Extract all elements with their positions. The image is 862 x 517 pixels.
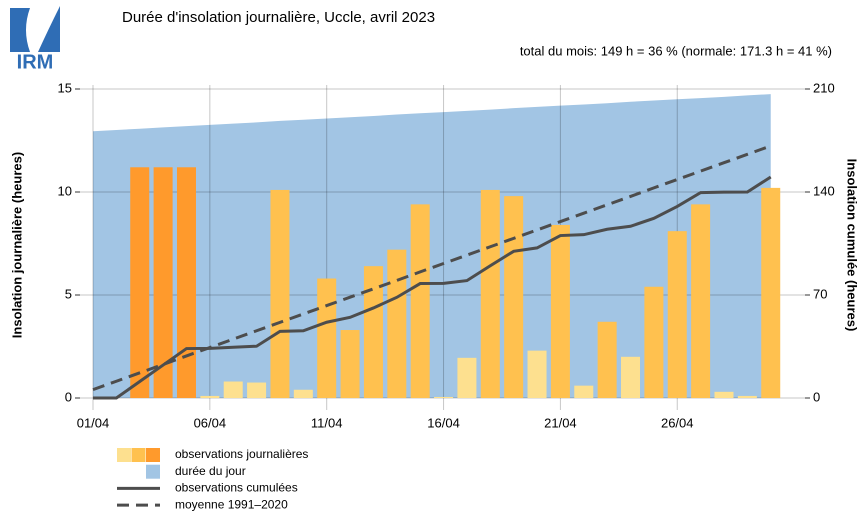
y-tick-label: 5 bbox=[65, 286, 72, 301]
x-tick-label: 16/04 bbox=[427, 415, 460, 430]
y-tick-label: 0 bbox=[65, 389, 72, 404]
x-tick-label: 21/04 bbox=[544, 415, 577, 430]
bar bbox=[223, 381, 243, 398]
bar bbox=[340, 330, 360, 398]
bar bbox=[387, 249, 407, 398]
y2-tick-label: 0 bbox=[813, 389, 820, 404]
bar bbox=[176, 167, 196, 398]
bar bbox=[761, 187, 781, 398]
bar bbox=[434, 396, 454, 398]
bar bbox=[691, 204, 711, 398]
chart-title: Durée d'insolation journalière, Uccle, a… bbox=[122, 9, 435, 26]
bar bbox=[270, 189, 290, 398]
y-tick-label: 10 bbox=[58, 183, 72, 198]
x-tick-label: 01/04 bbox=[77, 415, 110, 430]
legend-label: durée du jour bbox=[175, 464, 246, 478]
bar bbox=[714, 391, 734, 398]
bar bbox=[644, 286, 664, 398]
logo: IRM bbox=[10, 6, 60, 73]
legend-label: moyenne 1991–2020 bbox=[175, 497, 288, 511]
legend-swatch bbox=[146, 448, 160, 462]
bar bbox=[200, 395, 220, 398]
bar bbox=[457, 357, 477, 398]
bar bbox=[317, 278, 337, 398]
bar bbox=[363, 266, 383, 398]
legend-label: observations journalières bbox=[175, 447, 308, 461]
logo-shape bbox=[10, 8, 30, 52]
y2-tick-label: 140 bbox=[813, 183, 835, 198]
legend-swatch bbox=[146, 464, 160, 479]
y2-axis-title: Insolation cumulée (heures) bbox=[845, 159, 860, 332]
bar bbox=[504, 196, 524, 398]
bar bbox=[480, 189, 500, 398]
normal-line bbox=[92, 144, 772, 392]
bar bbox=[293, 389, 313, 398]
y2-tick-label: 210 bbox=[813, 80, 835, 95]
logo-shape bbox=[38, 6, 60, 52]
legend-label: observations cumulées bbox=[175, 481, 298, 495]
bar bbox=[130, 167, 150, 398]
bar bbox=[574, 385, 594, 398]
bar bbox=[527, 350, 547, 398]
bar bbox=[737, 395, 757, 398]
x-tick-label: 11/04 bbox=[311, 415, 343, 430]
y2-tick-label: 70 bbox=[813, 286, 827, 301]
bar bbox=[621, 356, 641, 398]
bar bbox=[597, 321, 617, 398]
x-tick-label: 06/04 bbox=[194, 415, 227, 430]
x-tick-label: 26/04 bbox=[661, 415, 694, 430]
legend-swatch bbox=[117, 448, 131, 462]
bar bbox=[550, 224, 570, 398]
legend-swatch bbox=[131, 448, 146, 462]
chart-subtitle: total du mois: 149 h = 36 % (normale: 17… bbox=[520, 43, 832, 58]
bar bbox=[247, 382, 267, 398]
bar bbox=[667, 231, 687, 398]
bar bbox=[153, 167, 173, 398]
logo-text: IRM bbox=[17, 51, 54, 73]
y-axis-title: Insolation journalière (heures) bbox=[9, 152, 24, 338]
y-tick-label: 15 bbox=[58, 80, 72, 95]
bar bbox=[410, 204, 430, 398]
